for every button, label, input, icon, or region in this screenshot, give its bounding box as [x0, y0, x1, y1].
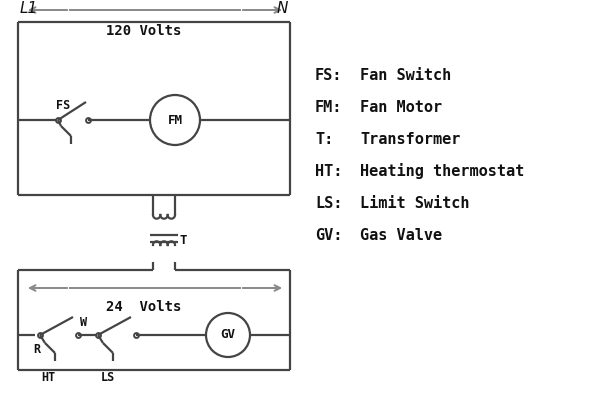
Text: N: N [277, 1, 288, 16]
Text: T: T [180, 234, 188, 246]
Text: L1: L1 [20, 1, 38, 16]
Text: Gas Valve: Gas Valve [360, 228, 442, 242]
Text: Heating thermostat: Heating thermostat [360, 163, 525, 179]
Text: FM:: FM: [315, 100, 342, 114]
Text: Limit Switch: Limit Switch [360, 196, 470, 210]
Text: Fan Switch: Fan Switch [360, 68, 451, 82]
Text: Transformer: Transformer [360, 132, 460, 146]
Text: FS:: FS: [315, 68, 342, 82]
Text: Fan Motor: Fan Motor [360, 100, 442, 114]
Text: HT:: HT: [315, 164, 342, 178]
Text: FS: FS [56, 99, 70, 112]
Text: LS: LS [101, 371, 115, 384]
Text: 24  Volts: 24 Volts [106, 300, 182, 314]
Text: R: R [33, 343, 40, 356]
Text: W: W [80, 316, 87, 329]
Text: 120 Volts: 120 Volts [106, 24, 182, 38]
Text: GV: GV [221, 328, 235, 342]
Text: FM: FM [168, 114, 182, 126]
Text: T:: T: [315, 132, 333, 146]
Text: LS:: LS: [315, 196, 342, 210]
Text: GV:: GV: [315, 228, 342, 242]
Text: HT: HT [41, 371, 55, 384]
